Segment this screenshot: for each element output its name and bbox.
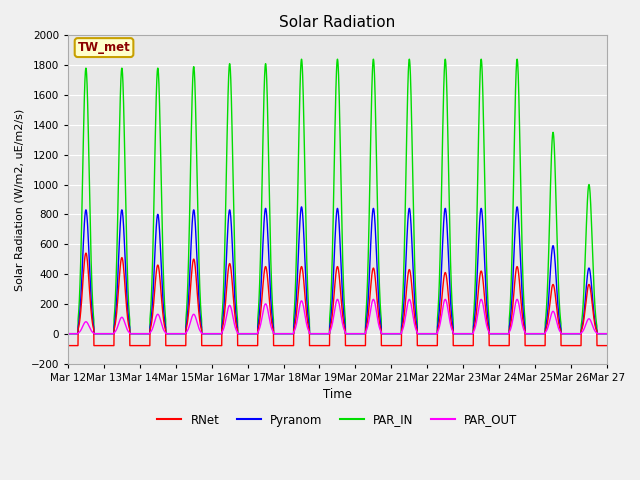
PAR_OUT (603, 331, 611, 336)
RNet (64, 343, 72, 348)
Line: PAR_IN: PAR_IN (68, 59, 607, 334)
PAR_OUT (247, 331, 255, 336)
Pyranom (458, 331, 466, 336)
Line: PAR_OUT: PAR_OUT (68, 300, 607, 334)
PAR_IN (298, 56, 305, 62)
RNet (603, 343, 611, 348)
Pyranom (247, 331, 255, 336)
Pyranom (474, 274, 481, 279)
RNet (580, 314, 588, 320)
PAR_IN (573, 331, 581, 336)
Pyranom (298, 204, 305, 210)
PAR_IN (580, 279, 588, 285)
Legend: RNet, Pyranom, PAR_IN, PAR_OUT: RNet, Pyranom, PAR_IN, PAR_OUT (152, 409, 522, 431)
PAR_IN (64, 331, 72, 336)
PAR_OUT (474, 315, 481, 321)
Pyranom (64, 331, 72, 336)
Y-axis label: Solar Radiation (W/m2, uE/m2/s): Solar Radiation (W/m2, uE/m2/s) (15, 108, 25, 290)
RNet (573, 343, 581, 348)
PAR_IN (474, 205, 481, 211)
RNet (319, 343, 327, 348)
RNet (82, 250, 90, 256)
PAR_OUT (573, 331, 581, 336)
PAR_OUT (580, 325, 588, 331)
Pyranom (573, 331, 581, 336)
PAR_IN (603, 331, 611, 336)
PAR_OUT (64, 331, 72, 336)
Title: Solar Radiation: Solar Radiation (279, 15, 396, 30)
PAR_IN (458, 331, 466, 336)
Line: Pyranom: Pyranom (68, 207, 607, 334)
PAR_OUT (319, 331, 327, 336)
PAR_OUT (458, 331, 466, 336)
PAR_IN (319, 331, 327, 336)
RNet (247, 343, 255, 348)
RNet (458, 343, 466, 348)
Text: TW_met: TW_met (77, 41, 131, 54)
RNet (474, 302, 481, 308)
Pyranom (603, 331, 611, 336)
X-axis label: Time: Time (323, 388, 352, 401)
Pyranom (319, 331, 327, 336)
PAR_OUT (333, 297, 341, 302)
Pyranom (580, 308, 588, 314)
PAR_IN (247, 331, 255, 336)
Line: RNet: RNet (68, 253, 607, 346)
